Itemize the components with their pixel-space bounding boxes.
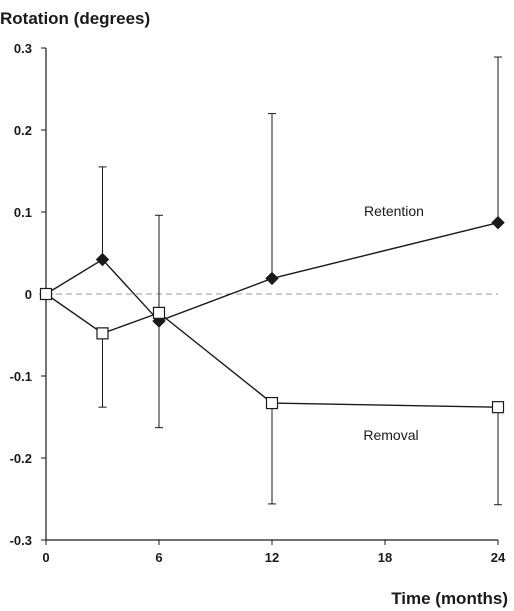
removal-point xyxy=(152,306,166,319)
removal-line xyxy=(45,293,499,408)
series-removal xyxy=(39,287,505,506)
removal-point xyxy=(96,327,109,340)
x-tick-label: 18 xyxy=(378,550,392,565)
series-labels: Retention Removal xyxy=(363,203,424,443)
y-axis-title: Rotation (degrees) xyxy=(0,9,150,28)
y-tick-label: -0.2 xyxy=(10,451,32,466)
y-tick-label: 0.2 xyxy=(14,123,32,138)
y-tick-label: 0.3 xyxy=(14,41,32,56)
plot-area xyxy=(39,56,505,506)
x-axis-ticks: 0 6 12 18 24 xyxy=(42,540,506,565)
removal-point xyxy=(265,396,279,410)
series-label-retention: Retention xyxy=(364,203,424,219)
removal-point xyxy=(491,401,505,414)
x-tick-label: 0 xyxy=(42,550,49,565)
retention-point xyxy=(491,215,505,230)
y-tick-label: 0 xyxy=(25,287,32,302)
removal-point xyxy=(39,287,53,301)
y-axis-ticks: 0.3 0.2 0.1 0 -0.1 -0.2 -0.3 xyxy=(10,41,46,548)
series-label-removal: Removal xyxy=(363,427,418,443)
series-retention xyxy=(39,56,505,328)
y-tick-label: 0.1 xyxy=(14,205,32,220)
x-axis-title: Time (months) xyxy=(391,589,508,608)
y-tick-label: -0.1 xyxy=(10,369,32,384)
retention-point xyxy=(95,252,110,267)
x-tick-label: 6 xyxy=(155,550,162,565)
x-tick-label: 24 xyxy=(491,550,506,565)
y-tick-label: -0.3 xyxy=(10,533,32,548)
retention-point xyxy=(265,271,279,286)
x-tick-label: 12 xyxy=(265,550,279,565)
